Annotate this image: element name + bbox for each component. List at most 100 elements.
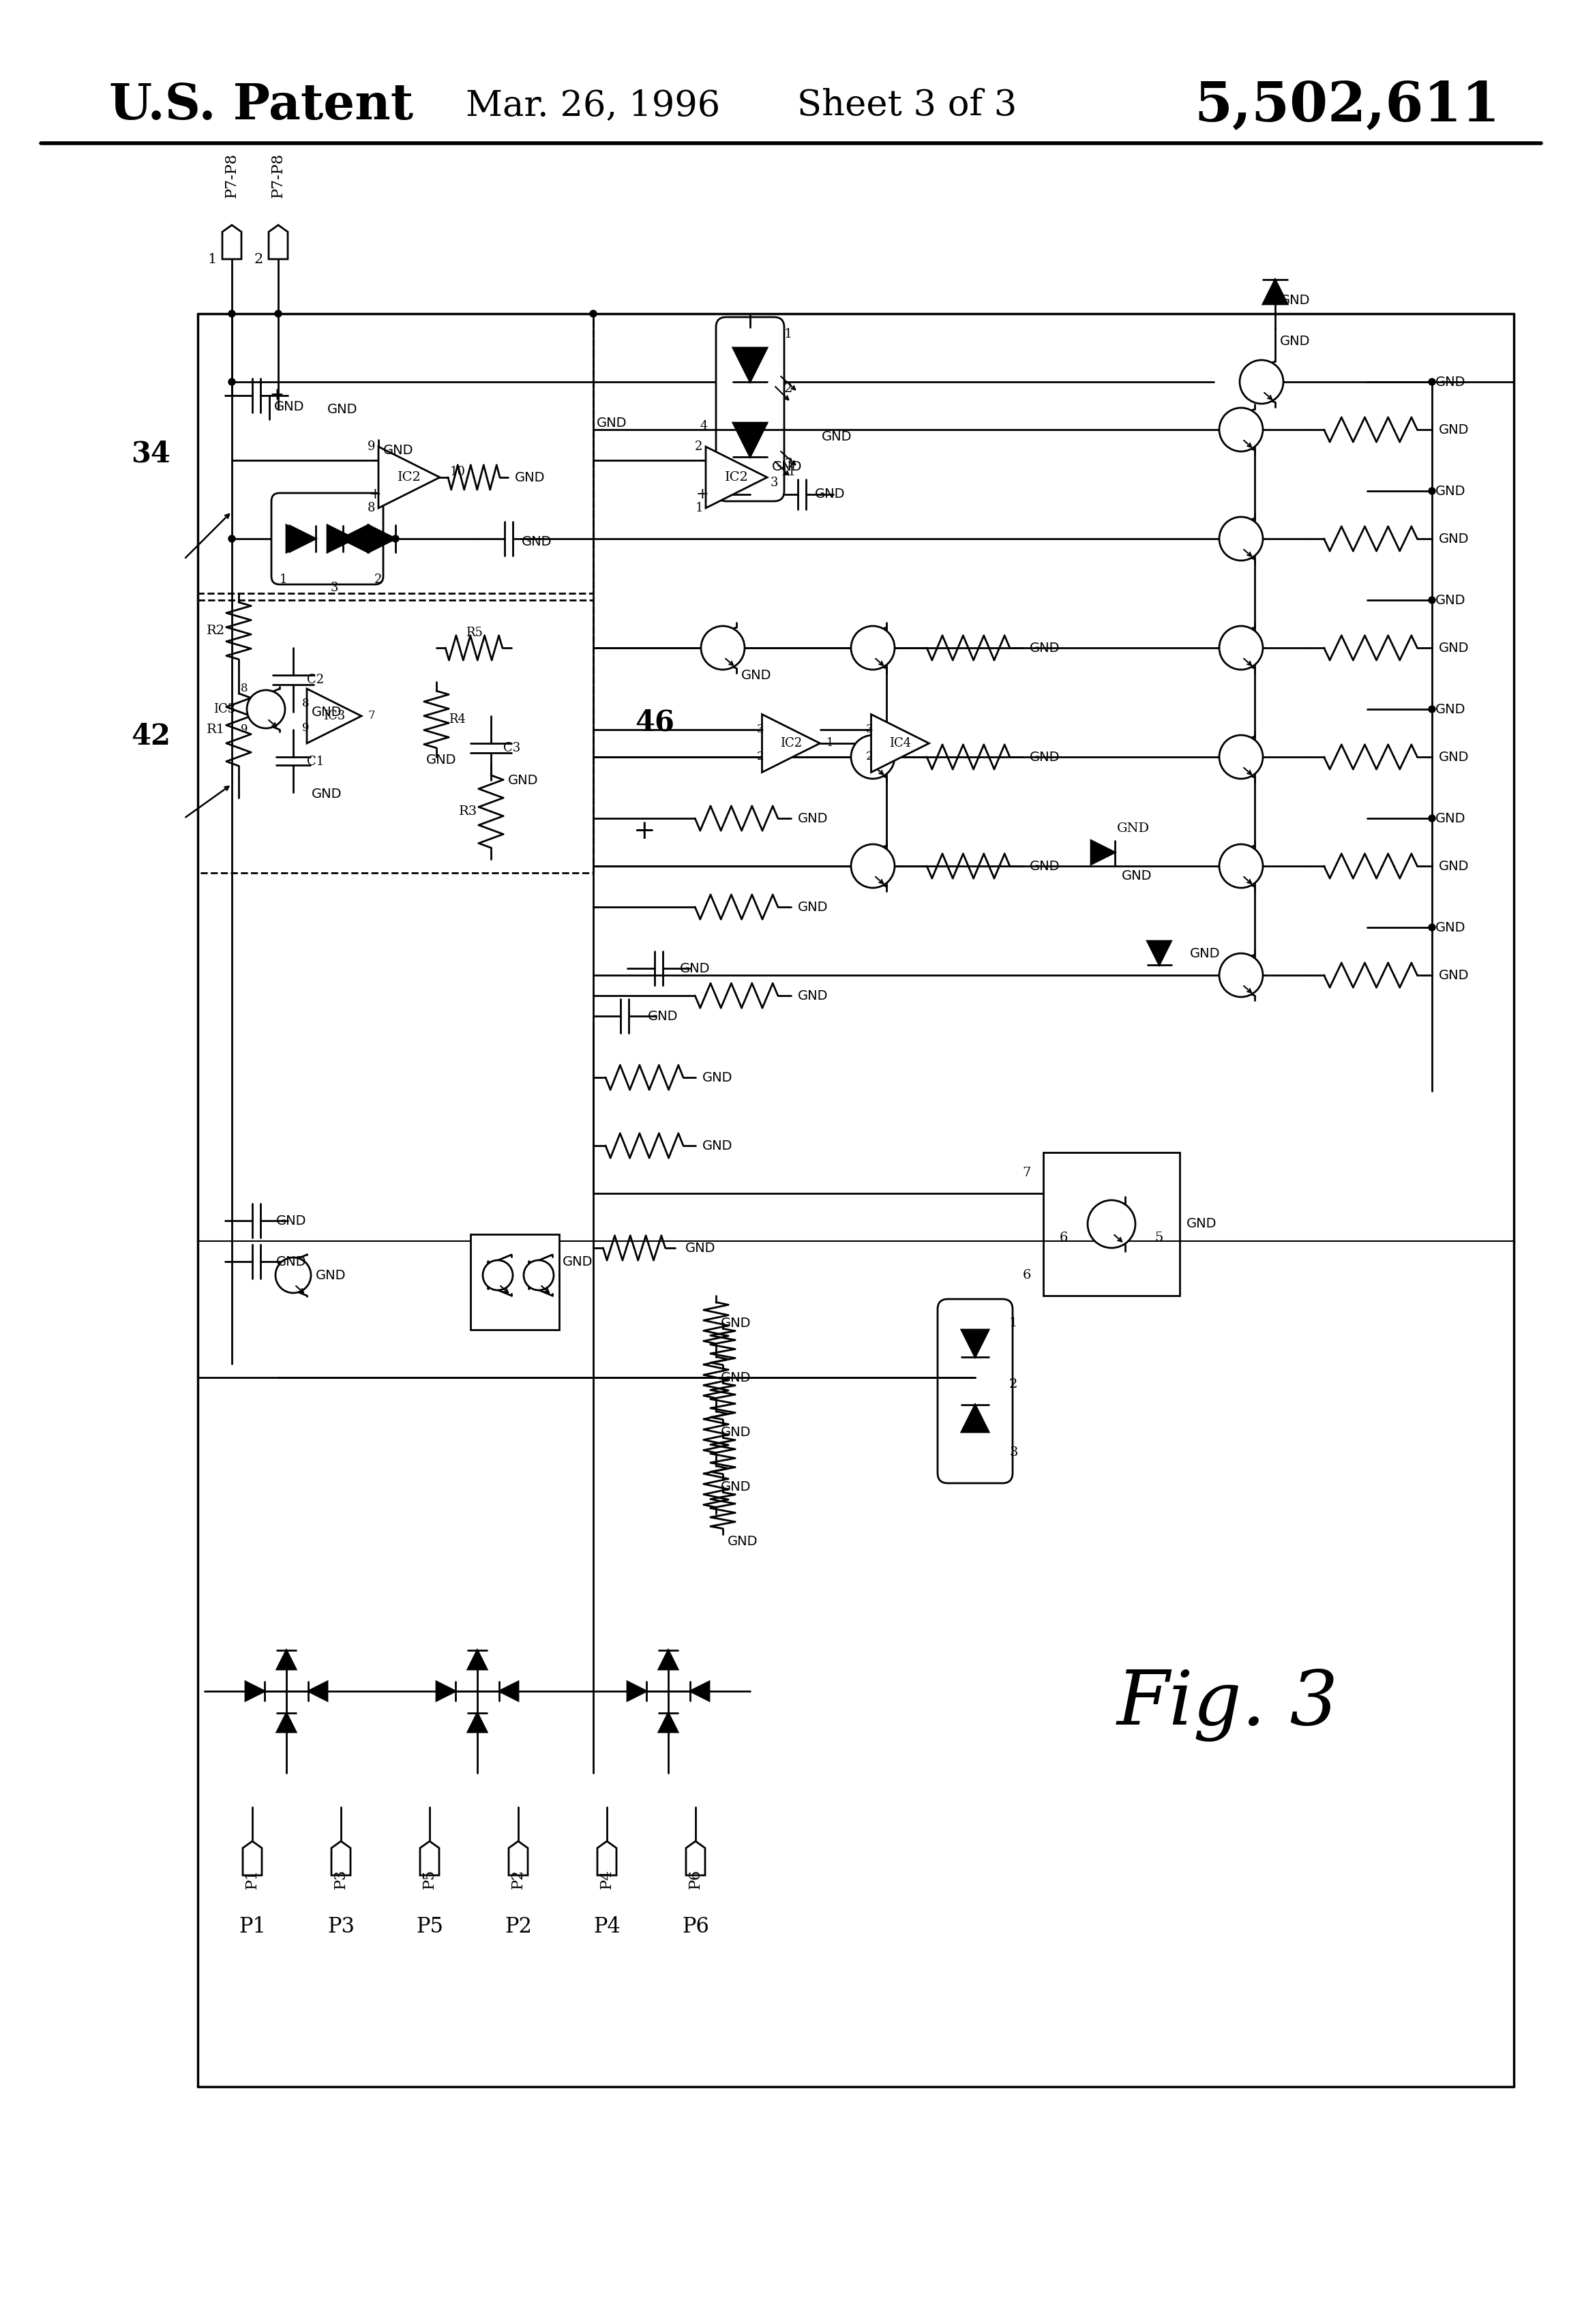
Text: P3: P3 — [327, 1917, 354, 1938]
Polygon shape — [223, 225, 242, 260]
Circle shape — [1220, 734, 1262, 779]
Circle shape — [1240, 360, 1283, 404]
Text: GND: GND — [1435, 483, 1467, 497]
Polygon shape — [1262, 279, 1288, 304]
Text: GND: GND — [1438, 641, 1470, 655]
Circle shape — [1429, 488, 1435, 495]
Circle shape — [228, 379, 236, 386]
Text: GND: GND — [1190, 946, 1220, 960]
Text: 5: 5 — [1155, 1232, 1163, 1243]
Circle shape — [1220, 625, 1262, 669]
Text: GND: GND — [426, 753, 457, 767]
Text: 1: 1 — [278, 574, 286, 586]
Text: 6: 6 — [1022, 1269, 1031, 1281]
Text: GND: GND — [702, 1139, 732, 1153]
Text: GND: GND — [1438, 969, 1470, 981]
Text: GND: GND — [1030, 641, 1060, 655]
Text: 3: 3 — [331, 581, 339, 595]
Polygon shape — [378, 446, 440, 509]
Text: GND: GND — [1435, 702, 1467, 716]
Text: +: + — [633, 820, 655, 844]
Text: 3: 3 — [785, 458, 793, 469]
Polygon shape — [690, 1683, 709, 1701]
Polygon shape — [732, 349, 767, 381]
Text: P5: P5 — [422, 1868, 437, 1889]
Text: 46: 46 — [634, 709, 674, 737]
Text: IC2: IC2 — [725, 472, 748, 483]
Text: GND: GND — [277, 1255, 307, 1269]
Text: 9: 9 — [240, 723, 248, 734]
Text: 3: 3 — [770, 476, 778, 488]
Circle shape — [483, 1260, 513, 1290]
Text: P1: P1 — [239, 1917, 266, 1938]
Polygon shape — [437, 1683, 456, 1701]
Bar — [1043, 1153, 1180, 1297]
Circle shape — [1429, 379, 1435, 386]
Circle shape — [1088, 1199, 1136, 1248]
Text: IC3: IC3 — [323, 709, 345, 723]
Text: GND: GND — [728, 1534, 758, 1548]
Polygon shape — [468, 1713, 487, 1731]
Polygon shape — [872, 713, 929, 772]
Text: IC2: IC2 — [780, 737, 802, 748]
Text: GND: GND — [721, 1480, 751, 1492]
Circle shape — [590, 311, 596, 316]
Polygon shape — [290, 525, 316, 551]
Text: GND: GND — [1117, 823, 1150, 834]
Text: 2: 2 — [1009, 1378, 1017, 1390]
Text: P2: P2 — [505, 1917, 532, 1938]
Circle shape — [1429, 816, 1435, 823]
Polygon shape — [598, 1841, 617, 1875]
Text: 8: 8 — [367, 502, 375, 514]
Text: P3: P3 — [334, 1868, 348, 1889]
Circle shape — [228, 311, 236, 316]
FancyBboxPatch shape — [938, 1299, 1012, 1483]
Polygon shape — [962, 1404, 989, 1432]
Text: GND: GND — [1435, 811, 1467, 825]
Text: IC1: IC1 — [1098, 1204, 1125, 1218]
Text: GND: GND — [1435, 376, 1467, 388]
Polygon shape — [421, 1841, 440, 1875]
Text: C1: C1 — [307, 755, 324, 767]
Text: GND: GND — [1435, 920, 1467, 934]
Polygon shape — [628, 1683, 647, 1701]
Text: GND: GND — [596, 416, 626, 430]
Text: GND: GND — [797, 811, 827, 825]
Text: 1: 1 — [1009, 1318, 1017, 1329]
Text: Fig. 3: Fig. 3 — [1117, 1669, 1338, 1741]
Circle shape — [1429, 597, 1435, 604]
Polygon shape — [343, 525, 369, 551]
Text: R5: R5 — [465, 627, 483, 639]
Text: 2: 2 — [865, 751, 873, 762]
Text: R4: R4 — [449, 713, 465, 725]
Text: GND: GND — [797, 990, 827, 1002]
Polygon shape — [277, 1650, 296, 1669]
Text: GND: GND — [772, 460, 802, 474]
Text: GND: GND — [742, 669, 772, 681]
Circle shape — [1220, 844, 1262, 888]
Polygon shape — [277, 1713, 296, 1731]
Text: P7-P8: P7-P8 — [225, 153, 239, 198]
Circle shape — [851, 734, 895, 779]
Text: P1: P1 — [245, 1868, 259, 1889]
Text: GND: GND — [522, 535, 552, 548]
Polygon shape — [269, 225, 288, 260]
Text: 9: 9 — [302, 723, 308, 734]
Text: R2: R2 — [207, 625, 225, 637]
FancyBboxPatch shape — [717, 316, 785, 502]
Polygon shape — [962, 1329, 989, 1357]
Text: GND: GND — [1122, 869, 1152, 883]
Polygon shape — [468, 1650, 487, 1669]
Text: IC3: IC3 — [214, 704, 236, 716]
Polygon shape — [331, 1841, 351, 1875]
Text: 2: 2 — [694, 442, 702, 453]
Polygon shape — [732, 423, 767, 458]
Circle shape — [1220, 953, 1262, 997]
Bar — [470, 1234, 558, 1329]
Text: GND: GND — [821, 430, 853, 444]
Text: P4: P4 — [593, 1917, 620, 1938]
Polygon shape — [658, 1713, 677, 1731]
Polygon shape — [1092, 841, 1115, 865]
Circle shape — [275, 311, 282, 316]
Text: 6: 6 — [1060, 1232, 1068, 1243]
